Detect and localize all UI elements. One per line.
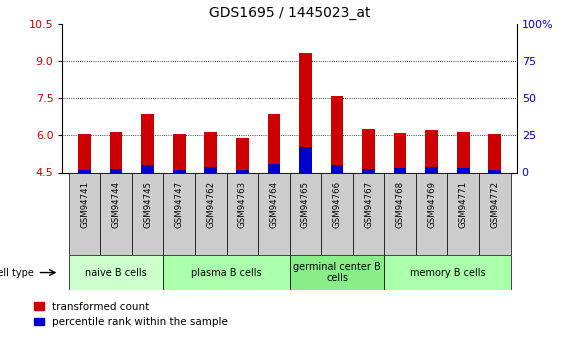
Bar <box>236 169 249 172</box>
Bar <box>321 172 353 255</box>
Bar <box>204 132 217 172</box>
Bar <box>132 172 164 255</box>
Text: GSM94741: GSM94741 <box>80 181 89 228</box>
Text: GSM94769: GSM94769 <box>427 181 436 228</box>
Bar <box>195 172 227 255</box>
Bar <box>362 169 375 172</box>
Bar <box>457 132 470 172</box>
Bar <box>78 134 91 172</box>
Bar <box>331 165 343 172</box>
Text: germinal center B
cells: germinal center B cells <box>293 262 381 283</box>
Bar <box>141 115 154 172</box>
Bar <box>448 172 479 255</box>
Bar <box>164 255 290 290</box>
Text: GSM94772: GSM94772 <box>490 181 499 228</box>
Text: GSM94767: GSM94767 <box>364 181 373 228</box>
Bar <box>394 168 407 172</box>
Bar <box>141 165 154 172</box>
Bar <box>425 130 438 172</box>
Bar <box>488 134 501 172</box>
Bar <box>394 133 407 172</box>
Bar <box>164 172 195 255</box>
Bar <box>204 167 217 172</box>
Bar <box>78 169 91 172</box>
Text: naive B cells: naive B cells <box>85 268 147 277</box>
Text: GSM94764: GSM94764 <box>269 181 278 228</box>
Bar <box>425 167 438 172</box>
Bar <box>416 172 448 255</box>
Bar <box>173 134 186 172</box>
Bar <box>353 172 385 255</box>
Bar <box>299 147 312 172</box>
Text: memory B cells: memory B cells <box>410 268 485 277</box>
Bar <box>101 172 132 255</box>
Bar <box>268 115 280 172</box>
Bar <box>290 172 321 255</box>
Bar <box>457 168 470 172</box>
Text: cell type: cell type <box>0 268 35 277</box>
Bar <box>331 96 343 172</box>
Bar <box>173 169 186 172</box>
Bar <box>362 129 375 172</box>
Bar <box>110 169 123 172</box>
Bar <box>479 172 511 255</box>
Bar <box>69 172 101 255</box>
Text: GSM94762: GSM94762 <box>206 181 215 228</box>
Text: GSM94766: GSM94766 <box>332 181 341 228</box>
Bar <box>227 172 258 255</box>
Text: GSM94765: GSM94765 <box>301 181 310 228</box>
Text: GSM94763: GSM94763 <box>238 181 247 228</box>
Legend: transformed count, percentile rank within the sample: transformed count, percentile rank withi… <box>34 302 228 327</box>
Bar <box>258 172 290 255</box>
Text: plasma B cells: plasma B cells <box>191 268 262 277</box>
Bar <box>299 52 312 172</box>
Text: GSM94747: GSM94747 <box>175 181 183 228</box>
Bar <box>236 138 249 172</box>
Bar <box>290 255 385 290</box>
Bar <box>385 255 511 290</box>
Text: GSM94771: GSM94771 <box>459 181 467 228</box>
Bar <box>69 255 164 290</box>
Bar <box>488 169 501 172</box>
Text: GSM94744: GSM94744 <box>112 181 120 228</box>
Bar <box>110 132 123 172</box>
Title: GDS1695 / 1445023_at: GDS1695 / 1445023_at <box>209 6 370 20</box>
Bar <box>385 172 416 255</box>
Text: GSM94745: GSM94745 <box>143 181 152 228</box>
Text: GSM94768: GSM94768 <box>396 181 404 228</box>
Bar <box>268 164 280 172</box>
